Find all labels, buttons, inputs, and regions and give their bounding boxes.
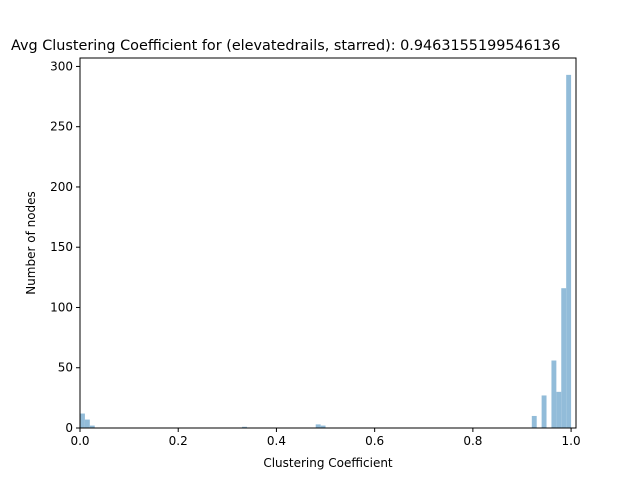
y-axis-ticks: 0 50 100 150 200 250 300 — [50, 59, 80, 435]
histogram-bar — [242, 426, 247, 428]
bars-group — [80, 74, 572, 429]
histogram-bar — [84, 419, 90, 428]
x-tick-label: 0.8 — [463, 434, 482, 448]
histogram-bar — [541, 395, 547, 428]
histogram-bar — [531, 415, 537, 428]
x-tick-label: 1.0 — [562, 434, 581, 448]
histogram-bar — [80, 413, 85, 428]
histogram-bar — [556, 391, 562, 428]
x-axis-ticks: 0.0 0.2 0.4 0.6 0.8 1.0 — [70, 428, 581, 448]
histogram-bar — [315, 424, 321, 428]
x-axis-label: Clustering Coefficient — [263, 456, 393, 470]
x-tick-label: 0.0 — [70, 434, 89, 448]
histogram-bar — [561, 288, 567, 428]
histogram-bar — [89, 425, 95, 428]
y-tick-label: 0 — [65, 421, 73, 435]
x-tick-label: 0.4 — [267, 434, 286, 448]
y-tick-label: 150 — [50, 240, 73, 254]
plot-frame — [79, 57, 577, 429]
x-tick-label: 0.6 — [365, 434, 384, 448]
y-tick-label: 100 — [50, 300, 73, 314]
y-tick-label: 250 — [50, 120, 73, 134]
y-tick-label: 50 — [58, 361, 73, 375]
x-tick-label: 0.2 — [169, 434, 188, 448]
histogram-bar — [566, 74, 572, 429]
y-tick-label: 200 — [50, 180, 73, 194]
y-axis-label: Number of nodes — [24, 191, 38, 295]
chart-title: Avg Clustering Coefficient for (elevated… — [11, 38, 560, 54]
histogram-bar — [551, 360, 557, 428]
histogram-bar — [320, 425, 326, 428]
y-tick-label: 300 — [50, 59, 73, 73]
